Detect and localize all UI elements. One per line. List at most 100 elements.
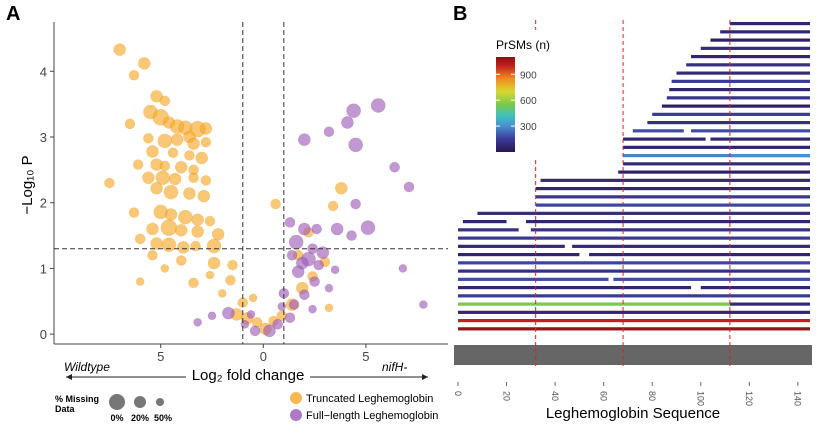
truncated-point [199,122,213,135]
truncated-point [206,238,222,254]
panel-b-label: B [453,3,467,25]
y-tick-label: 2 [40,196,47,211]
fulllength-point [324,283,334,293]
peptide-bar [623,154,810,158]
fulllength-point [370,98,386,113]
truncated-point [174,224,188,237]
truncated-point [183,187,196,200]
y-tick-label: 0 [40,327,47,342]
fulllength-point [348,137,363,153]
peptide-bar [458,302,730,306]
peptide-bar [666,96,810,100]
peptide-bar [458,319,810,323]
x-tick-label: 0 [260,349,267,364]
data-points [104,43,428,338]
truncated-point [163,184,179,200]
peptide-bar [700,286,810,290]
fulllength-point [398,264,408,273]
full-sequence-bar [454,345,812,365]
peptide-bar [652,112,810,116]
truncated-point [164,208,178,221]
volcano-plot: 5 0 5 0 1 2 3 4 [40,22,448,364]
peptide-bar [700,46,810,50]
truncated-point [184,150,195,161]
peptide-bar [729,302,810,306]
truncated-point [113,43,126,56]
sequence-axis-title: Leghemoglobin Sequence [546,405,720,422]
peptide-bar [623,137,706,141]
size-legend-dot-20 [134,396,146,408]
truncated-point [175,255,187,266]
fulllength-point [330,265,340,275]
truncated-point [134,233,146,245]
peptide-bar [720,30,810,34]
x-ticks: 5 0 5 [157,344,370,364]
truncated-point [147,249,158,261]
sequence-tick-label: 120 [744,391,754,406]
fulllength-point [313,259,325,271]
peptide-bar [458,327,810,331]
fulllength-point [403,181,415,193]
truncated-point [200,136,212,148]
y-axis-title: −Log₁₀ P [19,155,36,214]
fulllength-point [246,310,256,319]
truncated-point [146,145,159,158]
truncated-point [159,95,171,107]
peptide-bar [458,253,580,257]
legend-label-fulllength: Full−length Leghemoglobin [306,410,438,422]
peptide-rows [458,22,810,331]
peptide-bar [458,228,519,232]
size-legend-label-50: 50% [154,413,172,423]
sequence-tick-label: 80 [647,391,657,401]
peptide-bar [458,261,810,265]
truncated-point [205,270,215,280]
truncated-point [135,277,145,286]
peptide-bar [729,154,810,158]
truncated-point [157,133,173,149]
peptide-bar [572,244,810,248]
truncated-point [124,118,136,130]
sequence-tick-label: 100 [696,391,706,406]
x-tick-label: 5 [362,349,369,364]
size-legend-dot-0 [109,394,125,410]
x-axis-title: Log₂ fold change [192,367,305,384]
peptide-bar [669,88,810,92]
truncated-point [176,241,190,254]
fulllength-point [389,161,400,173]
arrow-right-head [422,374,428,380]
fulllength-point [298,222,311,236]
y-tick-label: 3 [40,130,47,145]
sequence-tick-label: 140 [793,391,803,406]
peptide-bar [458,286,692,290]
color-scale-title: PrSMs (n) [496,38,550,52]
truncated-point [207,256,221,270]
truncated-point [150,181,163,195]
fulllength-point [419,300,428,309]
legend-swatch-fulllength [290,409,302,421]
truncated-point [217,289,227,298]
sequence-tick-label: 0 [453,391,463,396]
peptide-bar [661,104,810,108]
peptide-bar [477,211,810,215]
truncated-point [191,213,204,227]
peptide-bar [462,220,507,224]
fulllength-point [299,289,310,301]
peptide-bar [535,203,810,207]
y-tick-label: 1 [40,261,47,276]
truncated-point [128,69,140,81]
truncated-point [187,137,200,150]
truncated-point [137,57,151,70]
peptide-bar [686,63,810,67]
fulllength-point [346,103,361,119]
legend-label-truncated: Truncated Leghemoglobin [306,393,433,405]
peptide-bar [535,187,810,191]
truncated-point [159,160,171,172]
peptide-bar [458,277,609,281]
fulllength-point [240,319,250,329]
size-legend-title: % Missing Data [55,394,99,414]
peptide-bar [458,269,810,273]
color-scale-legend: PrSMs (n) 300 600 900 [484,30,602,158]
series-legend: Truncated Leghemoglobin Full−length Legh… [290,392,438,422]
size-legend-dot-50 [156,398,164,406]
